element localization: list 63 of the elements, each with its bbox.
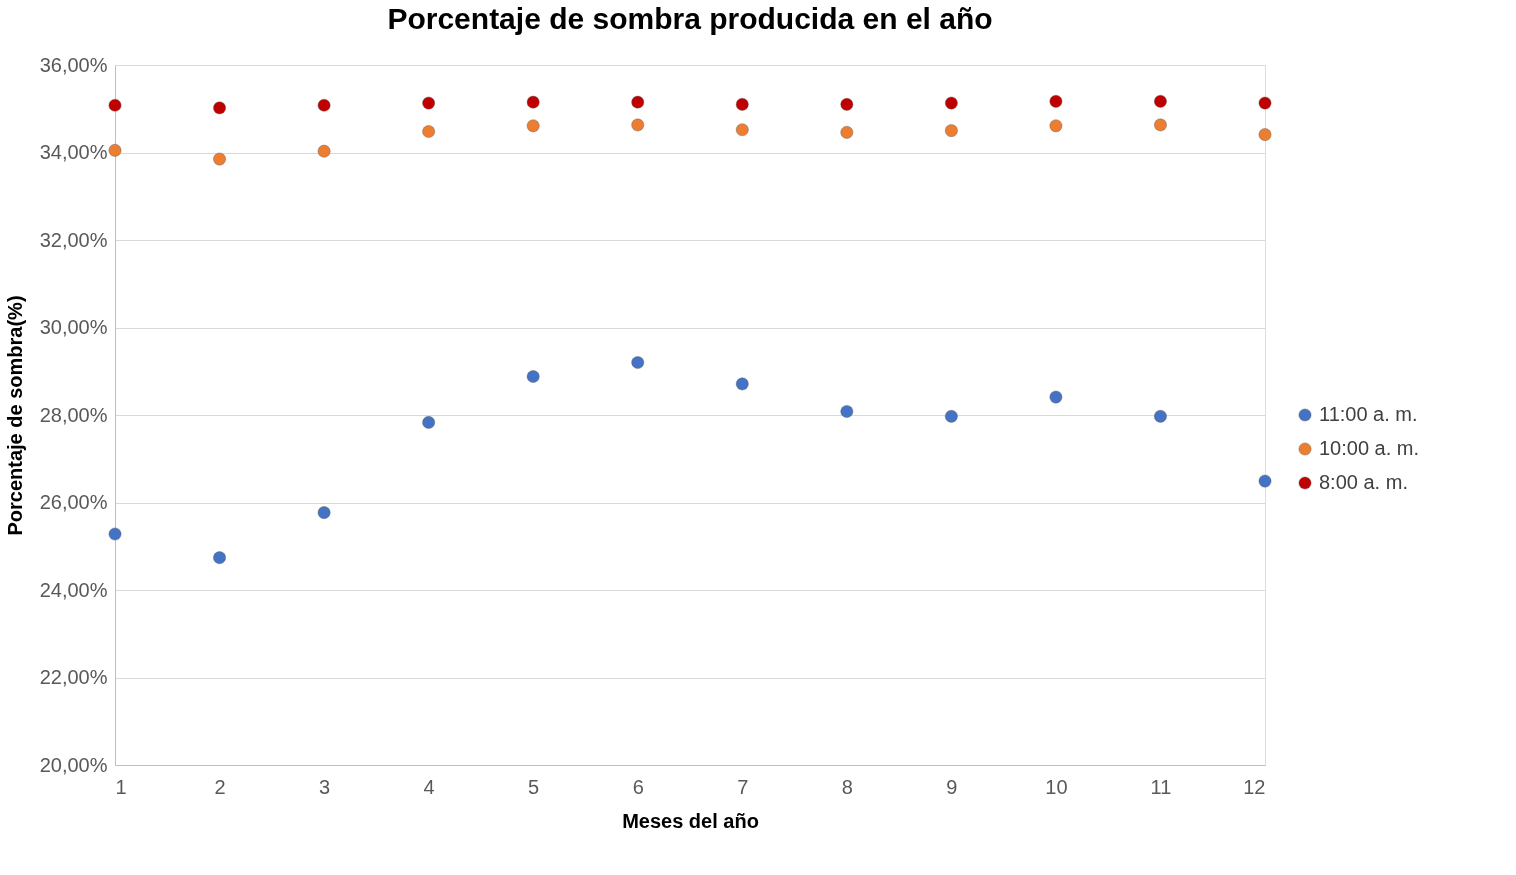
point (1258, 96, 1272, 110)
point (1049, 390, 1063, 404)
point (945, 96, 958, 110)
point (631, 356, 645, 369)
y-tick-label: 30,00% (39, 316, 108, 338)
x-tick-label: 11 (1150, 775, 1172, 798)
x-tick-label: 9 (946, 775, 958, 798)
point (945, 124, 958, 137)
point (108, 527, 122, 541)
point (735, 123, 749, 137)
point (108, 98, 122, 112)
point (317, 144, 331, 158)
point (840, 126, 854, 139)
point (735, 377, 749, 391)
point (213, 551, 226, 564)
y-tick-label: 26,00% (39, 491, 108, 513)
x-tick-label: 3 (319, 775, 331, 798)
y-tick-label: 22,00% (39, 666, 108, 688)
y-tick-label: 36,00% (39, 53, 108, 76)
x-tick-label: 7 (737, 775, 749, 798)
legend-label: 8:00 a. m. (1319, 471, 1408, 493)
point (945, 410, 958, 423)
legend-label: 10:00 a. m. (1319, 437, 1420, 459)
point (526, 119, 540, 133)
y-axis-title: Porcentaje de sombra(%) (3, 295, 26, 536)
point (1154, 118, 1167, 132)
x-tick-label: 8 (841, 775, 853, 798)
point (317, 98, 331, 112)
x-tick-label: 1 (115, 775, 127, 798)
point (840, 98, 854, 111)
y-tick-label: 20,00% (39, 753, 108, 776)
chart-title: Porcentaje de sombra producida en el año (387, 2, 993, 35)
point (1258, 474, 1272, 488)
point (1049, 119, 1063, 133)
point (631, 118, 645, 132)
x-tick-label: 2 (214, 775, 226, 798)
x-axis-title: Meses del año (622, 809, 759, 832)
point (213, 101, 226, 115)
point (840, 405, 854, 418)
point (108, 144, 122, 157)
y-tick-label: 34,00% (39, 141, 108, 163)
y-tick-label: 28,00% (39, 403, 108, 426)
point (631, 95, 645, 109)
point (213, 152, 226, 166)
point (526, 370, 540, 383)
point (1154, 410, 1167, 423)
point (1049, 95, 1063, 108)
point (1154, 95, 1167, 108)
x-tick-label: 10 (1045, 775, 1068, 798)
point (735, 98, 749, 111)
point (422, 96, 435, 110)
point (422, 416, 435, 429)
x-tick-label: 5 (528, 775, 540, 798)
legend-label: 11:00 a. m. (1319, 403, 1418, 425)
y-tick-label: 24,00% (39, 578, 108, 601)
x-tick-label: 12 (1243, 775, 1266, 798)
y-tick-label: 32,00% (39, 228, 108, 251)
point (317, 506, 331, 519)
x-tick-label: 6 (632, 775, 644, 798)
point (1258, 128, 1272, 141)
x-tick-label: 4 (423, 775, 435, 798)
point (526, 95, 540, 109)
point (422, 125, 435, 138)
